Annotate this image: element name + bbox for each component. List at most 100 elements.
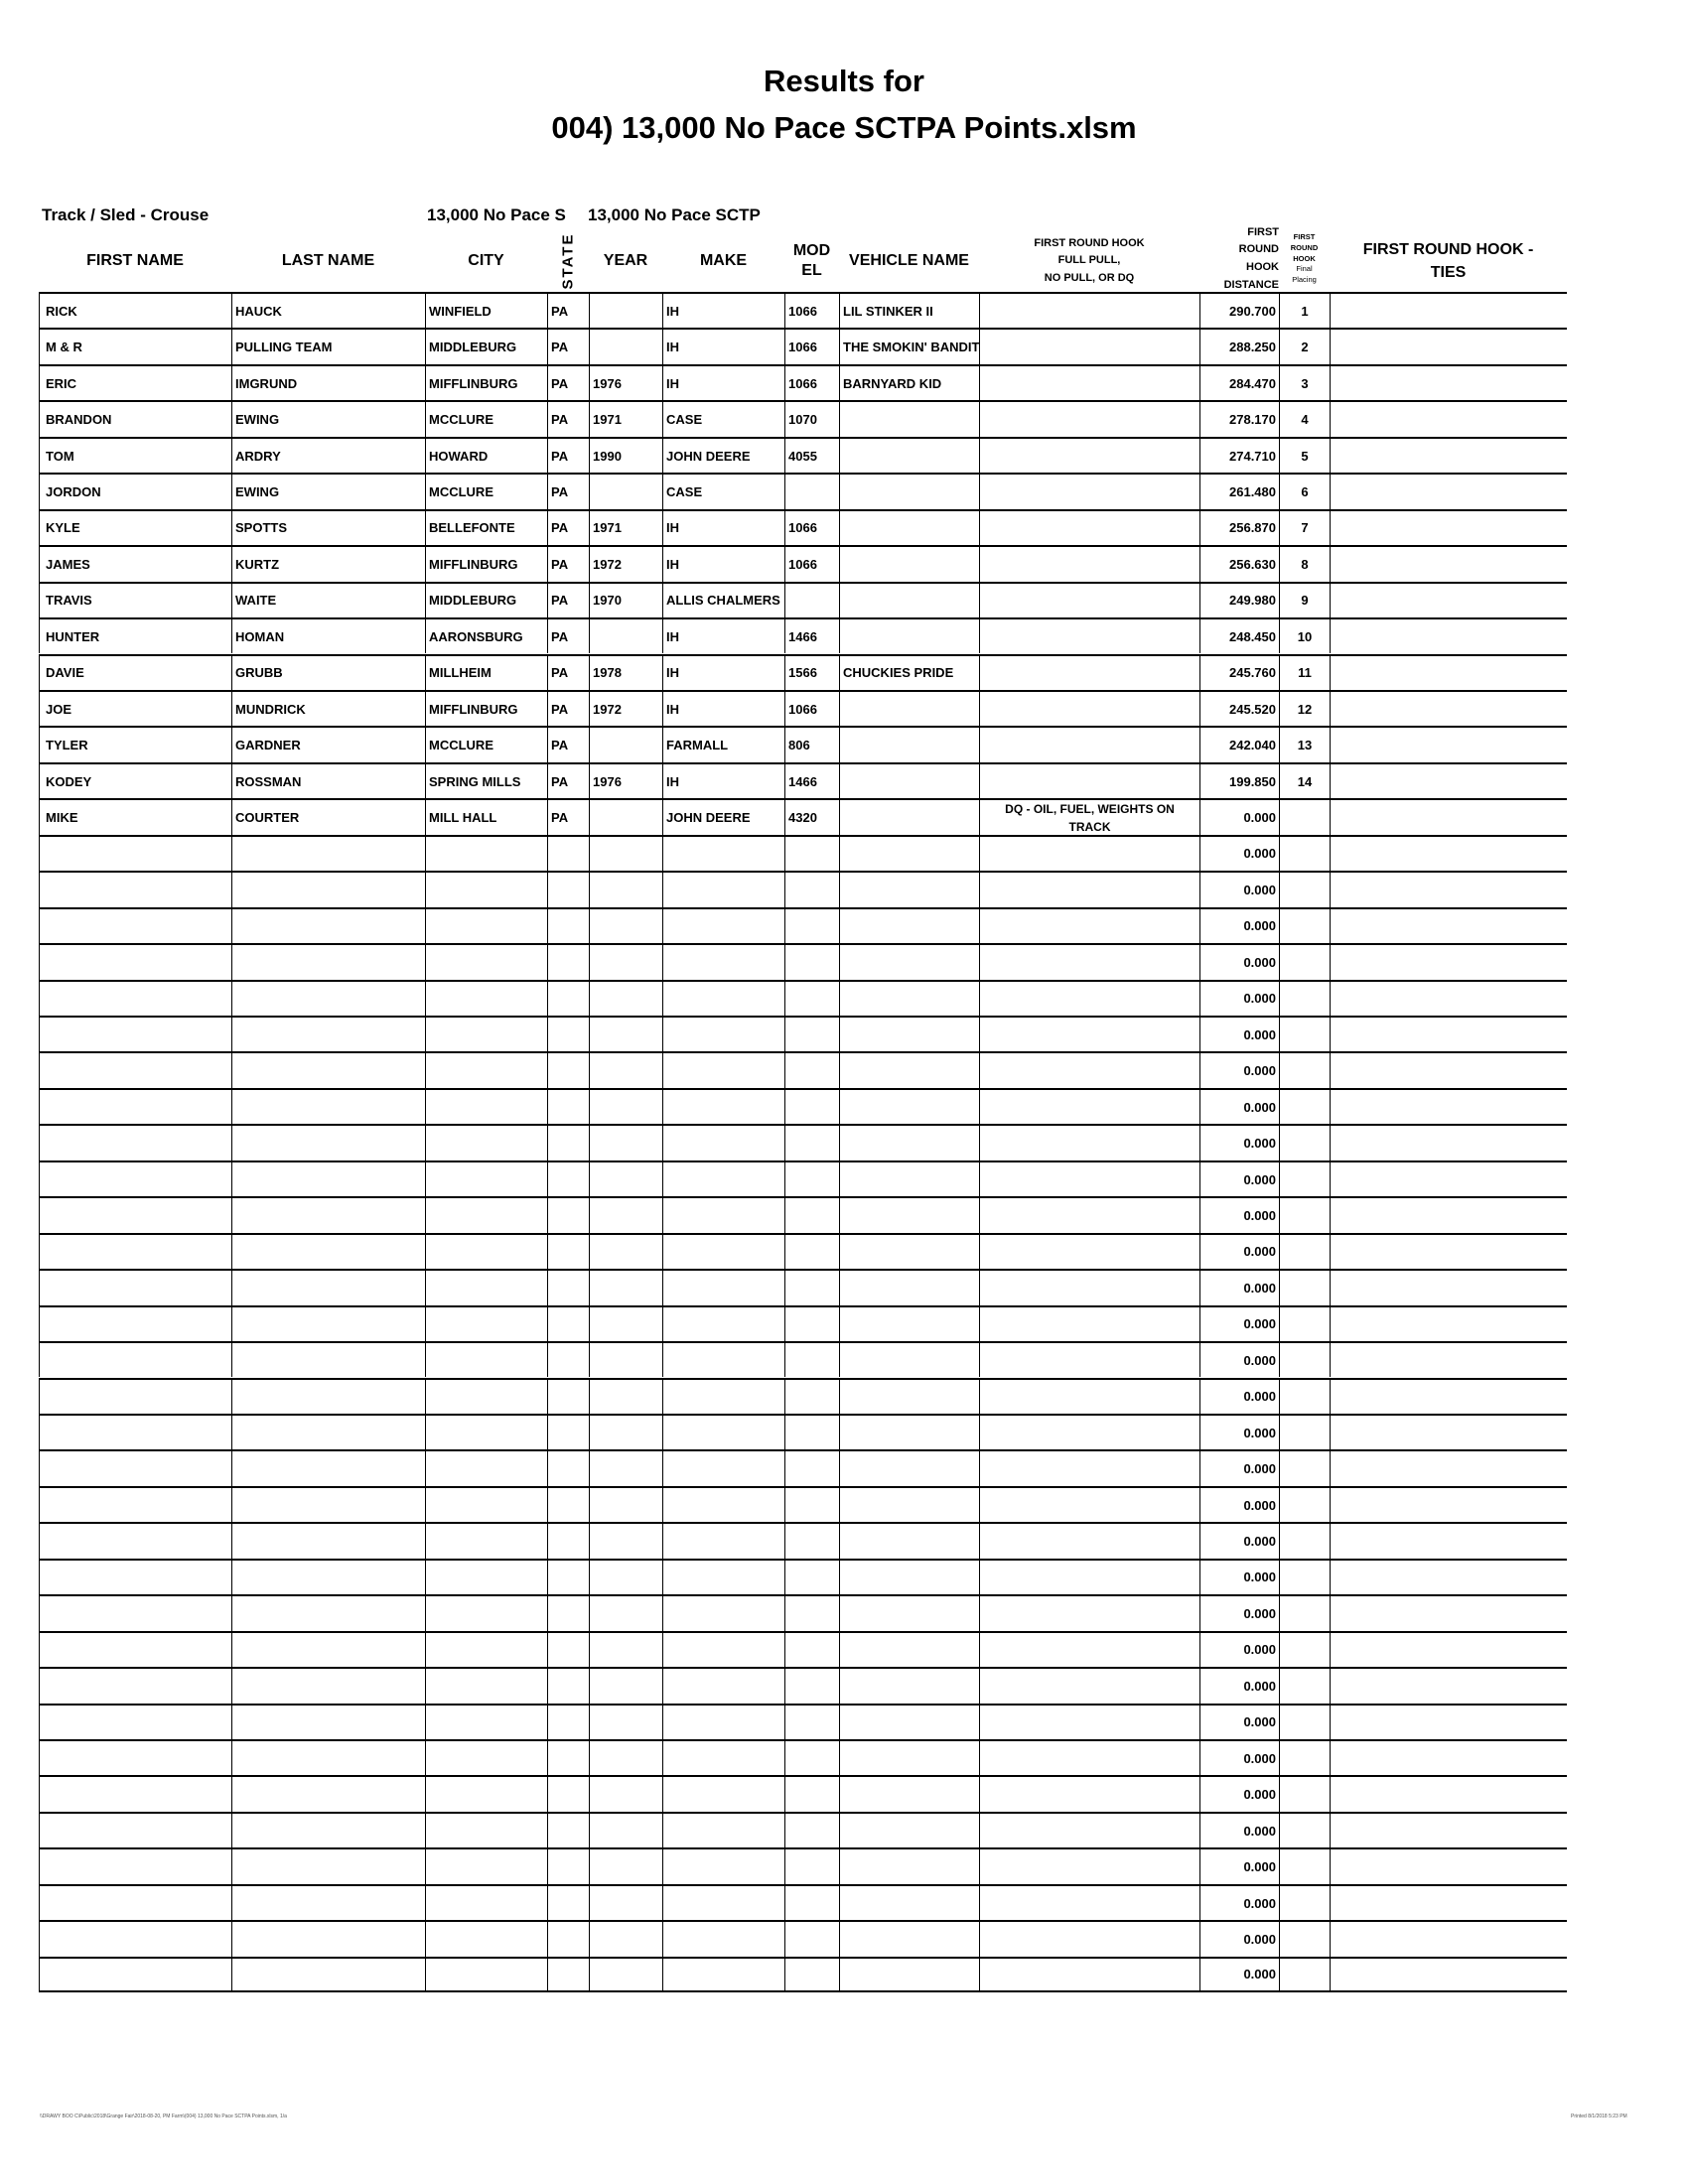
cell-distance: 284.470: [1199, 365, 1279, 401]
empty-table-row: 0.000: [39, 1304, 1567, 1342]
cell-placing: [1279, 1161, 1330, 1197]
cell-distance: 0.000: [1199, 1849, 1279, 1884]
cell-last: [231, 1161, 425, 1197]
table-row: TRAVIS WAITE MIDDLEBURG PA 1970 ALLIS CHALMER…: [39, 581, 1567, 618]
cell-model: [784, 873, 839, 907]
cell-state: [547, 1379, 589, 1414]
cell-make: [662, 908, 784, 944]
cell-make: [662, 1813, 784, 1848]
cell-last: KURTZ: [231, 547, 425, 582]
cell-vehicle: [839, 1234, 979, 1270]
cell-model: [784, 836, 839, 872]
cell-hook: [979, 619, 1199, 654]
empty-table-row: 0.000: [39, 1016, 1567, 1052]
cell-distance: 0.000: [1199, 1161, 1279, 1197]
cell-last: [231, 908, 425, 944]
cell-state: [547, 1741, 589, 1776]
cell-year: [589, 945, 662, 980]
cell-hook: [979, 1922, 1199, 1957]
table-row: M & R PULLING TEAM MIDDLEBURG PA IH 1066 THE S…: [39, 328, 1567, 364]
cell-vehicle: [839, 583, 979, 618]
cell-state: [547, 1922, 589, 1957]
empty-table-row: 0.000: [39, 1811, 1567, 1848]
cell-vehicle: [839, 728, 979, 762]
cell-placing: 13: [1279, 728, 1330, 762]
cell-model: [784, 1487, 839, 1523]
cell-first: JORDON: [39, 475, 231, 509]
cell-state: PA: [547, 402, 589, 437]
cell-distance: 0.000: [1199, 800, 1279, 835]
empty-table-row: 0.000: [39, 1883, 1567, 1921]
cell-hook: [979, 873, 1199, 907]
cell-first: [39, 1596, 231, 1631]
cell-state: [547, 1632, 589, 1668]
cell-model: 1066: [784, 510, 839, 546]
page-title-line1: Results for: [764, 64, 924, 98]
cell-vehicle: CHUCKIES PRIDE: [839, 655, 979, 690]
cell-last: [231, 1705, 425, 1739]
cell-vehicle: [839, 1705, 979, 1739]
cell-last: [231, 1018, 425, 1052]
cell-hook: [979, 1813, 1199, 1848]
cell-city: [425, 1306, 547, 1342]
page-title-line2: 004) 13,000 No Pace SCTPA Points.xlsm: [551, 110, 1137, 145]
cell-state: [547, 873, 589, 907]
cell-state: [547, 1198, 589, 1233]
cell-hook: [979, 547, 1199, 582]
cell-state: PA: [547, 438, 589, 474]
cell-first: [39, 1018, 231, 1052]
header-hook-l1: FIRST ROUND HOOK: [1034, 236, 1145, 249]
header-distance: FIRST ROUND HOOK DISTANCE: [1199, 224, 1279, 294]
header-model-l1: MOD: [792, 242, 831, 259]
cell-distance: 278.170: [1199, 402, 1279, 437]
cell-ties: [1330, 547, 1567, 582]
cell-hook: [979, 1234, 1199, 1270]
cell-state: [547, 1885, 589, 1921]
cell-vehicle: [839, 1053, 979, 1088]
cell-last: [231, 1487, 425, 1523]
cell-ties: [1330, 1415, 1567, 1450]
cell-first: TYLER: [39, 728, 231, 762]
cell-model: [784, 1922, 839, 1957]
cell-year: [589, 1922, 662, 1957]
cell-last: [231, 1632, 425, 1668]
cell-state: [547, 1813, 589, 1848]
cell-state: [547, 836, 589, 872]
cell-ties: [1330, 1958, 1567, 1991]
header-last-name: LAST NAME: [281, 252, 375, 269]
cell-hook: [979, 510, 1199, 546]
cell-city: WINFIELD: [425, 294, 547, 329]
cell-first: [39, 1669, 231, 1704]
cell-state: PA: [547, 619, 589, 654]
cell-year: 1971: [589, 510, 662, 546]
cell-state: PA: [547, 763, 589, 799]
cell-make: [662, 836, 784, 872]
cell-distance: 0.000: [1199, 1632, 1279, 1668]
cell-state: [547, 1596, 589, 1631]
cell-distance: 0.000: [1199, 1487, 1279, 1523]
empty-table-row: 0.000: [39, 906, 1567, 944]
cell-make: [662, 1596, 784, 1631]
cell-state: [547, 1849, 589, 1884]
header-year: YEAR: [603, 252, 648, 269]
cell-vehicle: [839, 547, 979, 582]
cell-model: [784, 1451, 839, 1486]
cell-model: [784, 1596, 839, 1631]
cell-hook: [979, 1306, 1199, 1342]
cell-city: [425, 1089, 547, 1125]
cell-model: 1066: [784, 691, 839, 727]
cell-ties: [1330, 1053, 1567, 1088]
cell-last: [231, 1126, 425, 1160]
cell-first: [39, 1885, 231, 1921]
cell-placing: [1279, 1669, 1330, 1704]
cell-city: MILL HALL: [425, 800, 547, 835]
cell-placing: 6: [1279, 475, 1330, 509]
cell-model: 1066: [784, 365, 839, 401]
cell-state: [547, 981, 589, 1016]
cell-ties: [1330, 691, 1567, 727]
cell-year: [589, 908, 662, 944]
cell-model: [784, 1343, 839, 1378]
cell-make: CASE: [662, 475, 784, 509]
cell-vehicle: [839, 1126, 979, 1160]
cell-placing: [1279, 1053, 1330, 1088]
